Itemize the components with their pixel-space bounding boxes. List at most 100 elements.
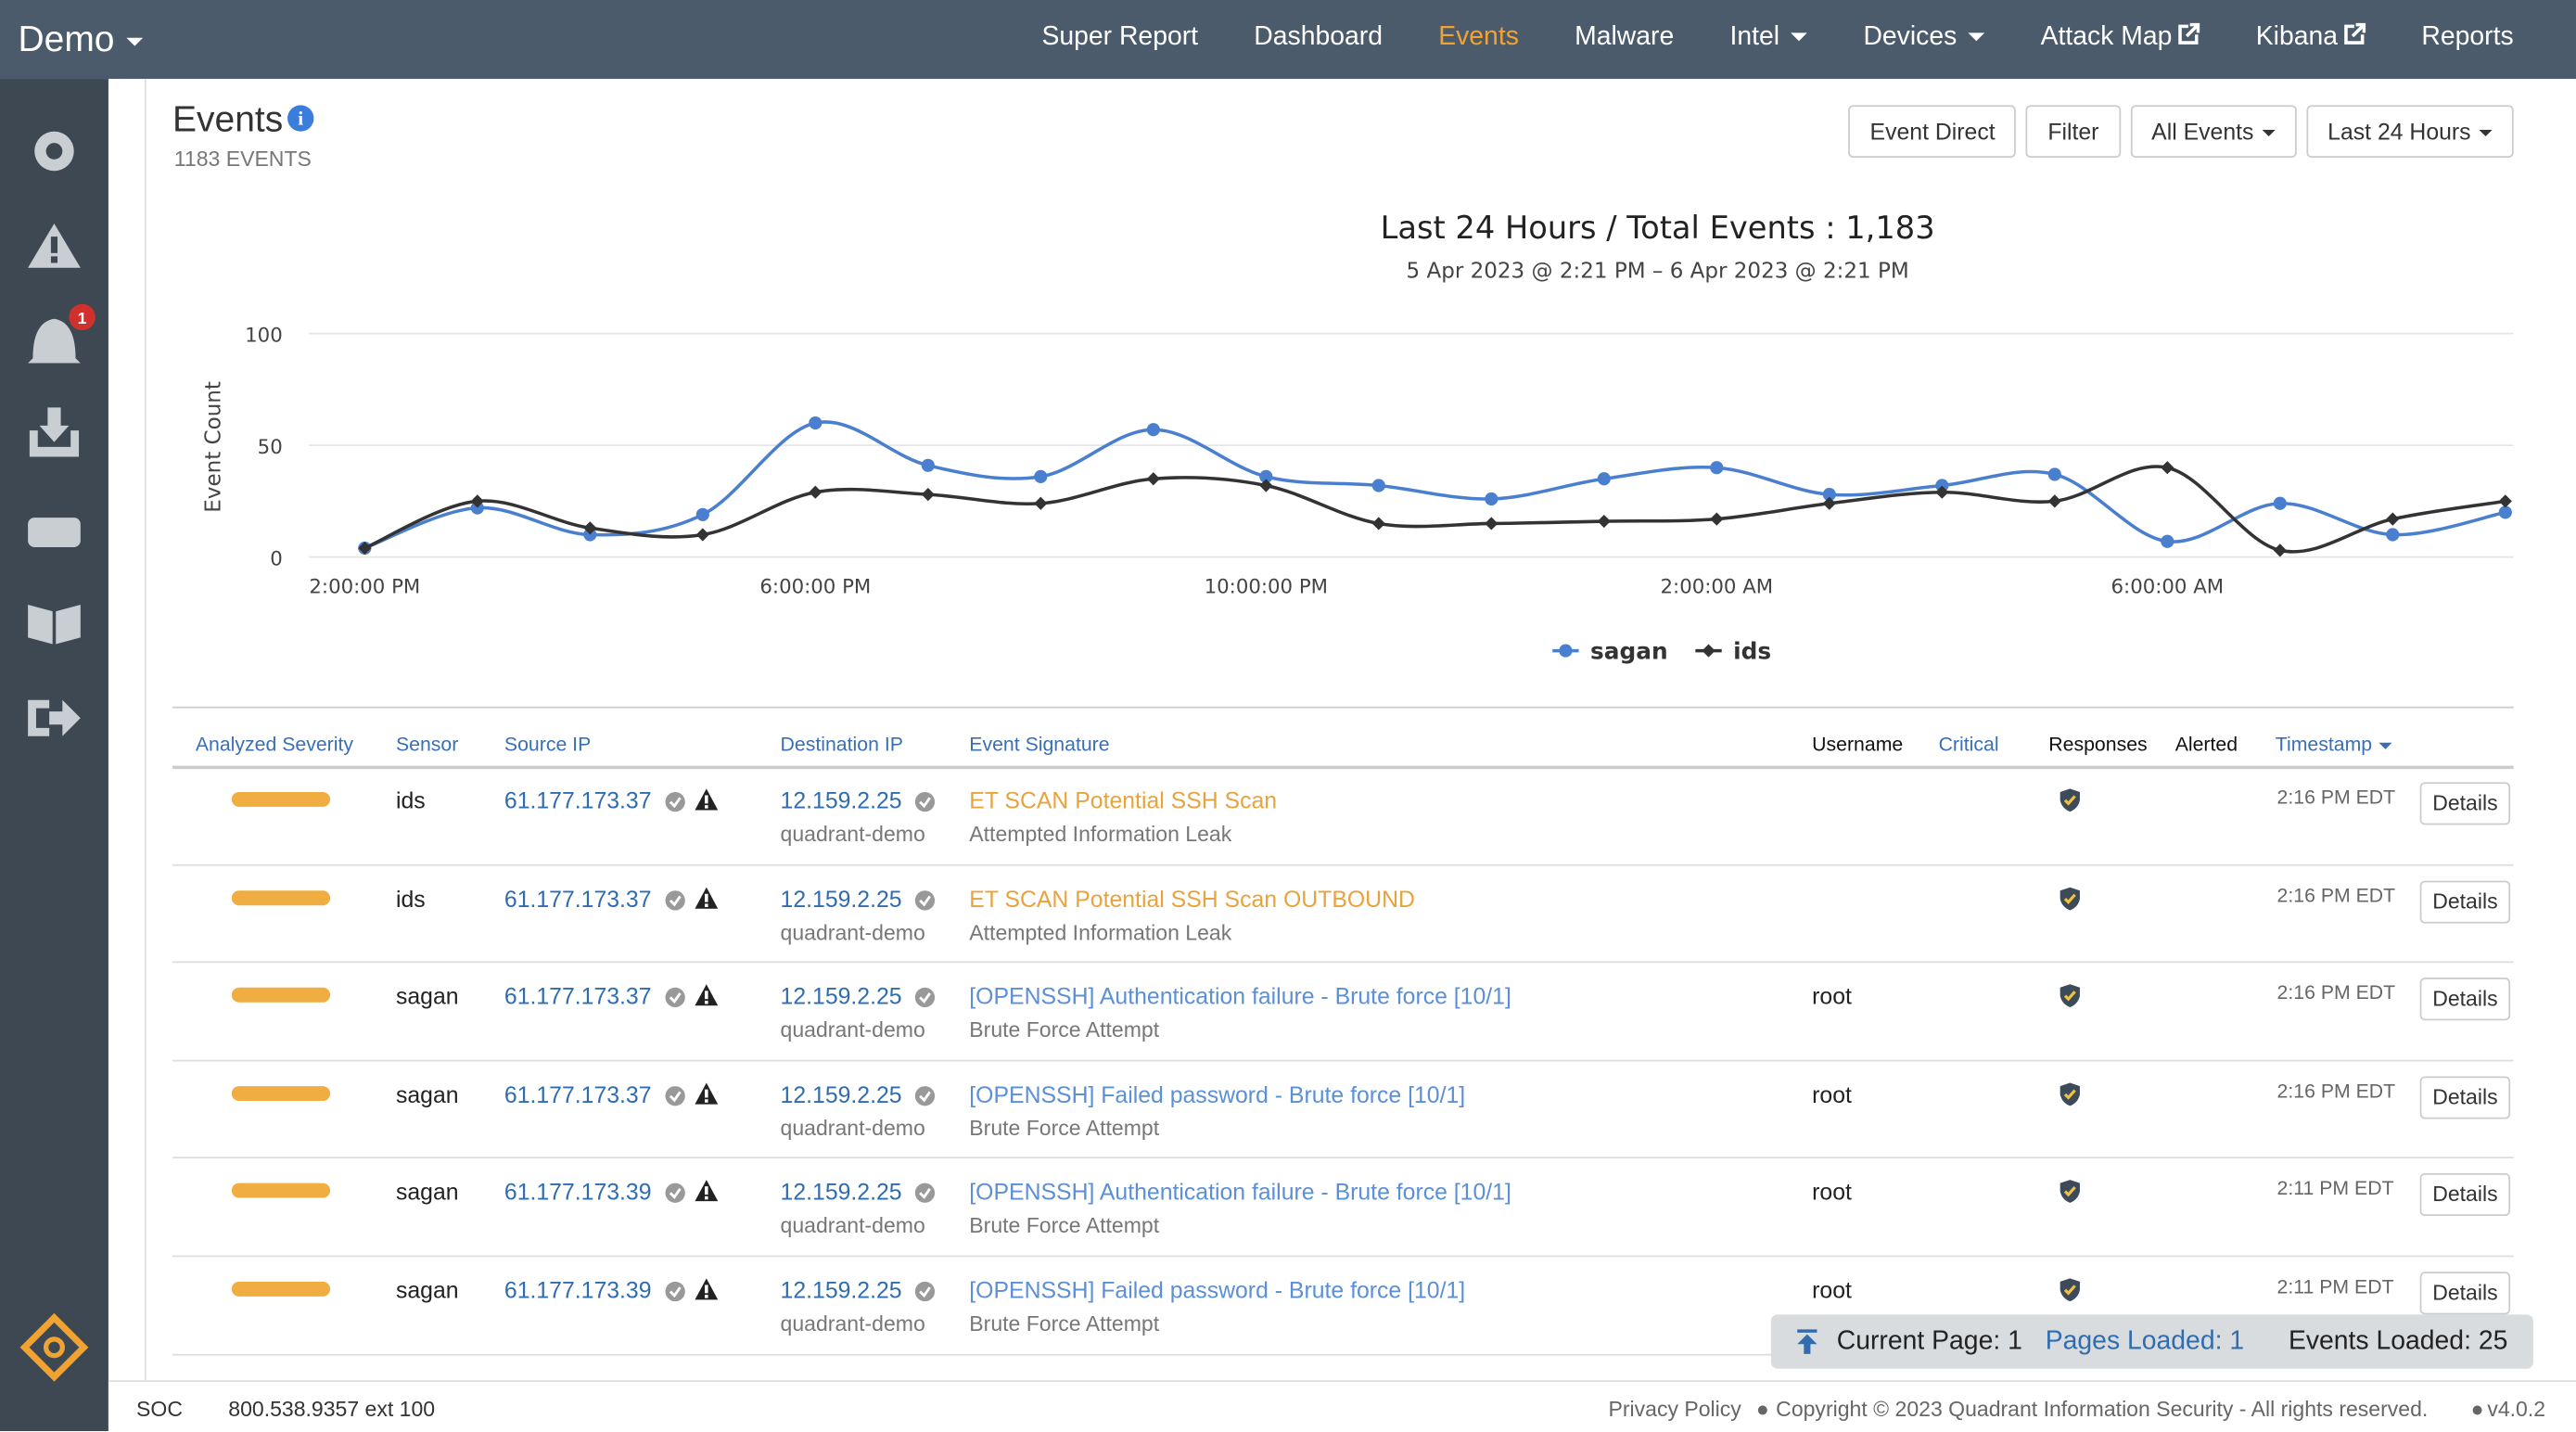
column-header: Alerted bbox=[2174, 733, 2238, 756]
warn-icon[interactable] bbox=[694, 1080, 720, 1106]
column-header[interactable]: Analyzed Severity bbox=[195, 733, 353, 756]
divider bbox=[144, 79, 147, 1381]
sensor: sagan bbox=[395, 1178, 459, 1206]
soc-label: SOC bbox=[136, 1396, 183, 1422]
sensor: sagan bbox=[395, 982, 459, 1010]
warn-icon[interactable] bbox=[694, 983, 720, 1009]
logout-icon[interactable] bbox=[28, 699, 81, 736]
privacy-link[interactable]: Privacy Policy bbox=[1608, 1396, 1741, 1422]
destination-ip[interactable]: 12.159.2.25 bbox=[780, 982, 902, 1010]
check-icon bbox=[914, 889, 936, 910]
event-category: Brute Force Attempt bbox=[969, 1115, 1160, 1141]
point bbox=[358, 541, 372, 556]
source-ip[interactable]: 61.177.173.39 bbox=[504, 1276, 652, 1303]
point bbox=[2498, 505, 2512, 519]
source-ip[interactable]: 61.177.173.37 bbox=[504, 885, 652, 912]
event-signature[interactable]: [OPENSSH] Authentication failure - Brute… bbox=[969, 982, 1511, 1010]
source-ip[interactable]: 61.177.173.37 bbox=[504, 786, 652, 813]
event-signature[interactable]: [OPENSSH] Authentication failure - Brute… bbox=[969, 1178, 1511, 1206]
point bbox=[809, 416, 823, 430]
shield-icon bbox=[2060, 788, 2080, 812]
button-label[interactable]: Event Direct bbox=[1869, 118, 1996, 145]
event-signature[interactable]: ET SCAN Potential SSH Scan bbox=[969, 786, 1278, 813]
details-button[interactable]: Details bbox=[2419, 1173, 2511, 1217]
legend-label[interactable]: ids bbox=[1733, 637, 1771, 664]
details-button[interactable]: Details bbox=[2419, 1076, 2511, 1119]
column-header[interactable]: Event Signature bbox=[969, 733, 1110, 756]
check-icon bbox=[665, 1183, 685, 1204]
timestamp: 2:16 PM EDT bbox=[2276, 785, 2396, 809]
point bbox=[583, 521, 597, 535]
check-icon bbox=[665, 889, 685, 910]
destination-ip[interactable]: 12.159.2.25 bbox=[780, 1276, 902, 1303]
nav-item[interactable]: Kibana bbox=[2256, 22, 2366, 53]
footer: SOC 800.538.9357 ext 100 Privacy Policy … bbox=[108, 1380, 2576, 1432]
destination-ip[interactable]: 12.159.2.25 bbox=[780, 885, 902, 912]
warn-icon[interactable] bbox=[694, 885, 720, 911]
nav-item[interactable]: Events bbox=[1438, 22, 1519, 51]
username: root bbox=[1812, 1276, 1852, 1303]
source-ip[interactable]: 61.177.173.39 bbox=[504, 1178, 652, 1206]
info-icon[interactable]: i bbox=[287, 105, 314, 132]
nav-item[interactable]: Super Report bbox=[1041, 22, 1199, 51]
legend-label[interactable]: sagan bbox=[1590, 637, 1668, 664]
series-line bbox=[363, 420, 2506, 550]
destination-ip[interactable]: 12.159.2.25 bbox=[780, 1080, 902, 1107]
column-header[interactable]: Critical bbox=[1938, 733, 1999, 756]
button-label[interactable]: All Events bbox=[2151, 118, 2254, 145]
column-header[interactable]: Source IP bbox=[504, 733, 592, 756]
toolbar-button[interactable]: Event Direct bbox=[1848, 105, 2017, 159]
check-icon bbox=[914, 988, 936, 1008]
drive-icon[interactable] bbox=[28, 518, 81, 547]
top-icon[interactable] bbox=[1795, 1329, 1818, 1355]
nav-item[interactable]: Reports bbox=[2421, 22, 2514, 51]
column-header[interactable]: Timestamp bbox=[2276, 733, 2392, 756]
point bbox=[1822, 496, 1836, 510]
warn-icon[interactable] bbox=[694, 1179, 720, 1205]
nav-item[interactable]: Intel bbox=[1729, 23, 1807, 53]
notifications-icon[interactable] bbox=[28, 318, 81, 364]
warn-icon[interactable] bbox=[694, 1277, 720, 1303]
timestamp: 2:11 PM EDT bbox=[2276, 1177, 2394, 1201]
download-icon[interactable] bbox=[29, 407, 80, 457]
logo[interactable] bbox=[19, 1312, 89, 1382]
button-label[interactable]: Filter bbox=[2047, 118, 2099, 145]
row-divider bbox=[172, 1255, 2514, 1258]
details-button[interactable]: Details bbox=[2419, 978, 2511, 1021]
destination-ip[interactable]: 12.159.2.25 bbox=[780, 1178, 902, 1206]
destination-ip[interactable]: 12.159.2.25 bbox=[780, 786, 902, 813]
toolbar-button[interactable]: Filter bbox=[2026, 105, 2121, 159]
row-divider bbox=[172, 1157, 2514, 1159]
details-button[interactable]: Details bbox=[2419, 782, 2511, 825]
source-ip[interactable]: 61.177.173.37 bbox=[504, 1080, 652, 1107]
event-category: Brute Force Attempt bbox=[969, 1017, 1160, 1042]
destination-host: quadrant-demo bbox=[780, 821, 925, 847]
warn-icon[interactable] bbox=[694, 787, 720, 813]
check-icon bbox=[665, 1281, 685, 1302]
details-button[interactable]: Details bbox=[2419, 879, 2511, 923]
check-icon bbox=[665, 1085, 685, 1106]
nav-item[interactable]: Dashboard bbox=[1254, 22, 1383, 51]
event-signature[interactable]: [OPENSSH] Failed password - Brute force … bbox=[969, 1080, 1466, 1107]
point bbox=[1259, 469, 1273, 483]
nav-menu: Super Report Dashboard Events Malware Intel D… bbox=[1041, 22, 2514, 53]
nav-item[interactable]: Malware bbox=[1575, 22, 1675, 51]
toolbar-button[interactable]: All Events bbox=[2130, 105, 2297, 159]
check-icon bbox=[665, 791, 685, 812]
event-signature[interactable]: ET SCAN Potential SSH Scan OUTBOUND bbox=[969, 885, 1415, 912]
point bbox=[1146, 472, 1160, 486]
brand[interactable]: Demo bbox=[18, 18, 142, 60]
column-header[interactable]: Destination IP bbox=[780, 733, 903, 756]
username: root bbox=[1812, 1080, 1852, 1107]
docs-icon[interactable] bbox=[28, 604, 81, 645]
nav-item[interactable]: Attack Map bbox=[2041, 22, 2200, 53]
toolbar-button[interactable]: Last 24 Hours bbox=[2306, 105, 2514, 159]
button-label[interactable]: Last 24 Hours bbox=[2327, 118, 2471, 145]
nav-item[interactable]: Devices bbox=[1863, 23, 1984, 53]
event-signature[interactable]: [OPENSSH] Failed password - Brute force … bbox=[969, 1276, 1466, 1303]
source-ip[interactable]: 61.177.173.37 bbox=[504, 982, 652, 1010]
column-header[interactable]: Sensor bbox=[395, 733, 459, 756]
details-button[interactable]: Details bbox=[2419, 1272, 2511, 1315]
pages-loaded[interactable]: Pages Loaded: 1 bbox=[2045, 1327, 2245, 1356]
